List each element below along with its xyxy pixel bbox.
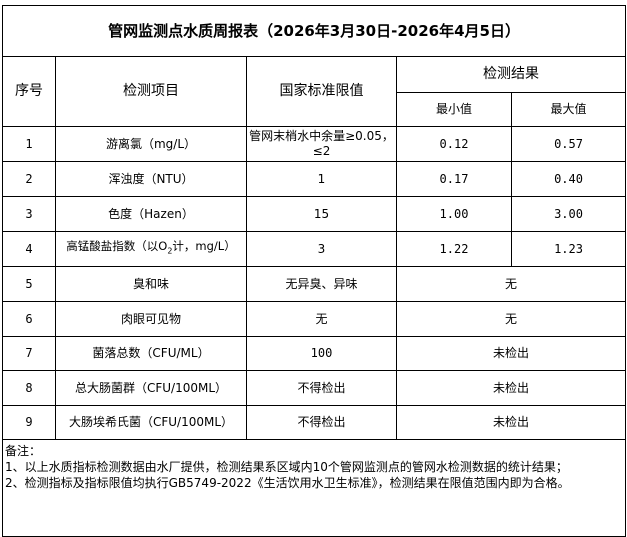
header-limit: 国家标准限值 <box>246 56 397 127</box>
table-row: 5 臭和味 无异臭、异味 无 <box>2 266 627 302</box>
cell-seq: 4 <box>2 231 56 267</box>
cell-limit: 不得检出 <box>246 405 397 440</box>
header-min: 最小值 <box>396 92 512 127</box>
cell-item: 大肠埃希氏菌（CFU/100ML） <box>55 405 247 440</box>
cell-limit: 不得检出 <box>246 370 397 406</box>
cell-max: 3.00 <box>510 196 627 232</box>
cell-limit: 管网末梢水中余量≥0.05，≤2 <box>246 126 397 162</box>
header-seq: 序号 <box>2 56 56 127</box>
cell-result: 未检出 <box>395 336 627 371</box>
cell-item: 游离氯（mg/L） <box>55 126 247 162</box>
cell-seq: 8 <box>2 370 56 406</box>
notes-label: 备注： <box>5 444 42 458</box>
cell-item: 总大肠菌群（CFU/100ML） <box>55 370 247 406</box>
cell-item: 浑浊度（NTU） <box>55 161 247 197</box>
water-quality-table: 管网监测点水质周报表（2026年3月30日-2026年4月5日） 序号 检测项目… <box>1 5 627 537</box>
cell-result: 无 <box>395 301 627 337</box>
cell-max: 1.23 <box>510 231 627 267</box>
item-text: 高锰酸盐指数（以O <box>66 239 168 254</box>
cell-min: 0.12 <box>396 126 512 162</box>
cell-seq: 2 <box>2 161 56 197</box>
cell-item: 菌落总数（CFU/ML） <box>55 336 247 371</box>
cell-item: 色度（Hazen） <box>55 196 247 232</box>
cell-seq: 9 <box>2 405 56 440</box>
cell-limit: 无异臭、异味 <box>246 266 397 302</box>
table-row: 8 总大肠菌群（CFU/100ML） 不得检出 未检出 <box>2 370 627 406</box>
header-max: 最大值 <box>510 92 627 127</box>
table-row: 6 肉眼可见物 无 无 <box>2 301 627 337</box>
cell-item: 高锰酸盐指数（以O2计，mg/L） <box>55 231 247 267</box>
cell-limit: 无 <box>246 301 397 337</box>
cell-seq: 7 <box>2 336 56 371</box>
cell-seq: 3 <box>2 196 56 232</box>
cell-limit: 1 <box>246 161 397 197</box>
table-row: 4 高锰酸盐指数（以O2计，mg/L） 3 1.22 1.23 <box>2 231 627 267</box>
item-subscript: 2 <box>167 246 173 256</box>
header-result: 检测结果 <box>395 56 627 93</box>
cell-max: 0.57 <box>510 126 627 162</box>
cell-min: 1.22 <box>396 231 512 267</box>
table-row: 9 大肠埃希氏菌（CFU/100ML） 不得检出 未检出 <box>2 405 627 440</box>
notes: 备注： 1、以上水质指标检测数据由水厂提供，检测结果系区域内10个管网监测点的管… <box>1 439 627 537</box>
report-title: 管网监测点水质周报表（2026年3月30日-2026年4月5日） <box>1 5 627 57</box>
cell-seq: 1 <box>2 126 56 162</box>
item-text: 计，mg/L） <box>172 239 236 254</box>
cell-seq: 5 <box>2 266 56 302</box>
cell-seq: 6 <box>2 301 56 337</box>
notes-line-1: 1、以上水质指标检测数据由水厂提供，检测结果系区域内10个管网监测点的管网水检测… <box>5 460 568 474</box>
cell-item: 肉眼可见物 <box>55 301 247 337</box>
header-item: 检测项目 <box>55 56 247 127</box>
cell-limit: 3 <box>246 231 397 267</box>
table-row: 3 色度（Hazen） 15 1.00 3.00 <box>2 196 627 232</box>
cell-limit: 100 <box>246 336 397 371</box>
table-row: 1 游离氯（mg/L） 管网末梢水中余量≥0.05，≤2 0.12 0.57 <box>2 126 627 162</box>
table-row: 7 菌落总数（CFU/ML） 100 未检出 <box>2 336 627 371</box>
cell-item: 臭和味 <box>55 266 247 302</box>
cell-min: 0.17 <box>396 161 512 197</box>
cell-result: 未检出 <box>395 405 627 440</box>
notes-line-2: 2、检测指标及指标限值均执行GB5749-2022《生活饮用水卫生标准》，检测结… <box>5 476 570 490</box>
cell-min: 1.00 <box>396 196 512 232</box>
cell-limit: 15 <box>246 196 397 232</box>
cell-max: 0.40 <box>510 161 627 197</box>
cell-result: 未检出 <box>395 370 627 406</box>
table-row: 2 浑浊度（NTU） 1 0.17 0.40 <box>2 161 627 197</box>
cell-result: 无 <box>395 266 627 302</box>
